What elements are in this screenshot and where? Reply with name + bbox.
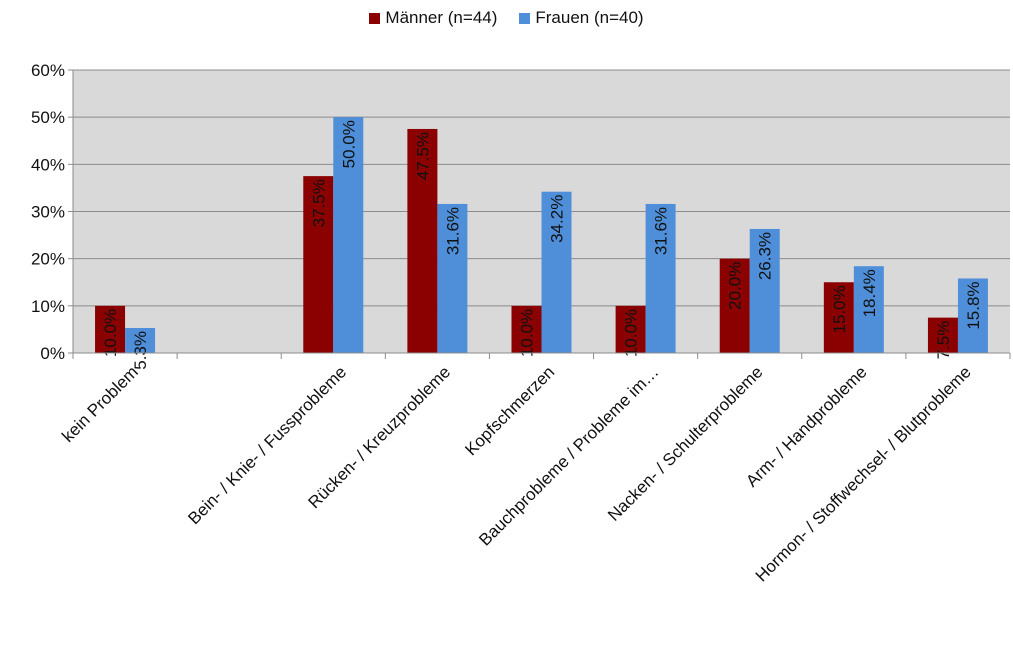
- bar-maenner: [615, 305, 646, 353]
- bar-maenner: [303, 176, 334, 353]
- bar-frauen: [125, 328, 156, 353]
- y-tick-label: 60%: [31, 61, 65, 80]
- legend-label-maenner: Männer (n=44): [385, 8, 498, 27]
- data-label: 15.8%: [964, 281, 983, 329]
- y-tick-label: 0%: [40, 344, 65, 363]
- legend-swatch-frauen: [519, 12, 531, 24]
- data-label: 7.5%: [934, 321, 953, 360]
- bar-frauen: [333, 117, 364, 354]
- legend-label-frauen: Frauen (n=40): [535, 8, 644, 27]
- data-label: 31.6%: [652, 207, 671, 255]
- data-label: 10.0%: [101, 309, 120, 357]
- bar-maenner: [95, 305, 126, 353]
- bar-frauen: [957, 278, 988, 353]
- data-label: 37.5%: [309, 179, 328, 227]
- data-label: 34.2%: [548, 195, 567, 243]
- bar-frauen: [853, 266, 884, 353]
- x-category-label: kein Problem: [58, 362, 142, 446]
- data-label: 5.3%: [131, 331, 150, 370]
- data-label: 10.0%: [518, 309, 537, 357]
- y-tick-label: 40%: [31, 155, 65, 174]
- data-label: 26.3%: [756, 232, 775, 280]
- bar-maenner: [927, 317, 958, 353]
- data-label: 47.5%: [413, 132, 432, 180]
- x-category-label: Kopfschmerzen: [461, 362, 558, 459]
- bar-maenner: [407, 128, 438, 353]
- y-tick-label: 20%: [31, 250, 65, 269]
- data-label: 31.6%: [443, 207, 462, 255]
- y-tick-label: 50%: [31, 108, 65, 127]
- data-label: 10.0%: [622, 309, 641, 357]
- y-tick-label: 10%: [31, 297, 65, 316]
- chart-legend: Männer (n=44) Frauen (n=40): [0, 8, 1013, 28]
- legend-item-maenner: Männer (n=44): [369, 8, 497, 28]
- bar-frauen: [645, 203, 676, 353]
- data-label: 20.0%: [726, 262, 745, 310]
- bar-frauen: [437, 203, 468, 353]
- data-label: 15.0%: [830, 285, 849, 333]
- bar-frauen: [749, 228, 780, 353]
- x-category-label: Bauchprobleme / Probleme im…: [475, 362, 662, 549]
- y-tick-label: 30%: [31, 203, 65, 222]
- bar-maenner: [719, 258, 750, 353]
- bar-maenner: [823, 282, 854, 353]
- data-label: 18.4%: [860, 269, 879, 317]
- legend-item-frauen: Frauen (n=40): [519, 8, 644, 28]
- data-label: 50.0%: [339, 120, 358, 168]
- legend-swatch-maenner: [369, 12, 381, 24]
- bar-maenner: [511, 305, 542, 353]
- bar-frauen: [541, 191, 572, 353]
- x-category-label: Hormon- / Stoffwechsel- / Blutprobleme: [752, 362, 975, 585]
